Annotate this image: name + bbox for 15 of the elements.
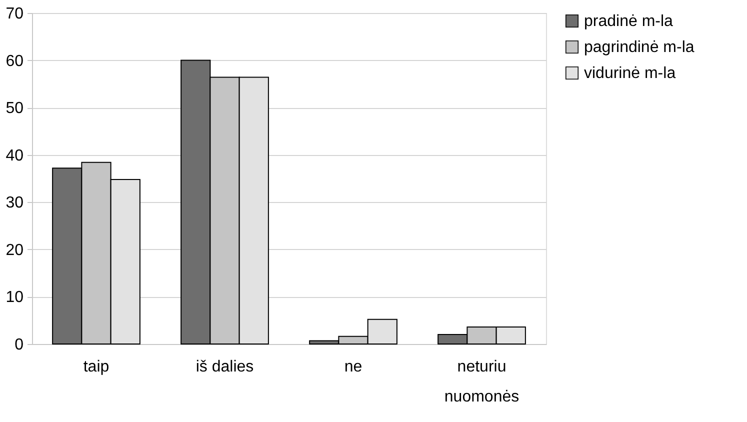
y-tick-label: 60 [6,52,24,70]
y-tick-label: 40 [6,147,24,164]
x-tick-label: neturiu nuomonės [444,358,520,406]
y-tick-label: 70 [6,6,24,22]
y-tick-label: 10 [6,289,24,306]
y-tick-label: 0 [14,336,24,354]
legend-label: pradinė m-la [584,13,674,30]
y-tick-label: 20 [6,242,24,259]
x-tick-label: ne [344,358,362,376]
legend-label: pagrindinė m-la [584,39,694,56]
y-tick-label: 30 [6,194,24,212]
x-tick-label: taip [83,358,110,376]
y-tick-label: 50 [6,100,24,118]
legend-label: vidurinė m-la [584,65,676,82]
x-tick-label: iš dalies [196,358,254,376]
